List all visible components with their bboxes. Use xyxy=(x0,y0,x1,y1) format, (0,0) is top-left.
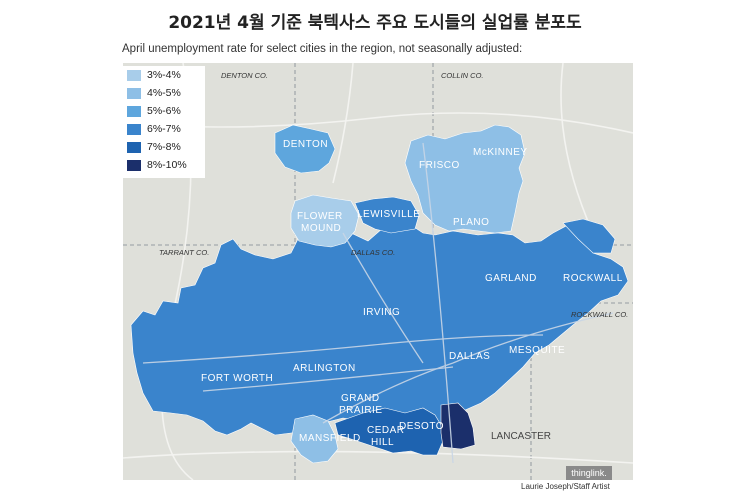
county-label-tarrant: TARRANT CO. xyxy=(159,248,209,257)
county-label-denton: DENTON CO. xyxy=(221,71,268,80)
county-label-collin: COLLIN CO. xyxy=(441,71,484,80)
legend-swatch-6-7 xyxy=(127,123,141,135)
city-label-denton: DENTON xyxy=(283,139,328,150)
city-label-lancaster: LANCASTER xyxy=(491,431,551,442)
legend-label: 7%-8% xyxy=(147,141,181,153)
city-label-mckinney: McKINNEY xyxy=(473,147,528,158)
legend-swatch-5-6 xyxy=(127,105,141,117)
page-title: 2021년 4월 기준 북텍사스 주요 도시들의 실업률 분포도 xyxy=(168,13,582,33)
city-label-fort-worth: FORT WORTH xyxy=(201,373,273,384)
highways xyxy=(142,142,614,464)
county-label-dallas: DALLAS CO. xyxy=(351,248,395,257)
map-subtitle: April unemployment rate for select citie… xyxy=(122,43,523,55)
legend-item: 5%-6% xyxy=(127,104,181,118)
city-label-grand-prairie-2: PRAIRIE xyxy=(339,405,383,416)
region-grandprairie-cedarhill xyxy=(334,407,444,456)
region-lewisville xyxy=(354,196,420,234)
legend-swatch-8-10 xyxy=(127,159,141,171)
city-label-garland: GARLAND xyxy=(485,273,537,284)
region-mansfield xyxy=(290,414,339,464)
region-rockwall xyxy=(562,218,616,254)
region-dallas-fortworth xyxy=(130,214,629,436)
thinglink-watermark[interactable]: thinglink. xyxy=(566,466,612,480)
unemployment-map[interactable]: DENTON CO. COLLIN CO. TARRANT CO. DALLAS… xyxy=(123,63,633,480)
legend-swatch-7-8 xyxy=(127,141,141,153)
legend-item: 4%-5% xyxy=(127,86,181,100)
legend-label: 8%-10% xyxy=(147,159,187,171)
legend-label: 4%-5% xyxy=(147,87,181,99)
legend-item: 8%-10% xyxy=(127,158,187,172)
city-label-flower-mound-1: FLOWER xyxy=(297,211,343,222)
city-label-mansfield: MANSFIELD xyxy=(299,433,361,444)
city-label-rockwall: ROCKWALL xyxy=(563,273,623,284)
map-legend: 3%-4% 4%-5% 5%-6% 6%-7% 7%-8% 8%-10% xyxy=(123,66,205,178)
legend-item: 3%-4% xyxy=(127,68,181,82)
region-denton xyxy=(274,124,336,174)
artist-credit: Laurie Joseph/Staff Artist xyxy=(521,482,610,491)
legend-item: 7%-8% xyxy=(127,140,181,154)
legend-label: 5%-6% xyxy=(147,105,181,117)
legend-label: 6%-7% xyxy=(147,123,181,135)
region-plano-frisco-mckinney xyxy=(404,124,526,234)
city-label-mesquite: MESQUITE xyxy=(509,345,565,356)
legend-swatch-3-4 xyxy=(127,69,141,81)
city-label-flower-mound-2: MOUND xyxy=(301,223,341,234)
city-label-desoto: DESOTO xyxy=(399,421,444,432)
legend-item: 6%-7% xyxy=(127,122,181,136)
city-label-grand-prairie-1: GRAND xyxy=(341,393,380,404)
city-label-cedar-hill-2: HILL xyxy=(371,437,394,448)
legend-label: 3%-4% xyxy=(147,69,181,81)
region-flower-mound xyxy=(290,194,360,248)
county-label-rockwall: ROCKWALL CO. xyxy=(571,310,628,319)
city-label-dallas: DALLAS xyxy=(449,351,490,362)
legend-swatch-4-5 xyxy=(127,87,141,99)
city-label-lewisville: LEWISVILLE xyxy=(357,209,420,220)
city-label-irving: IRVING xyxy=(363,307,400,318)
city-label-arlington: ARLINGTON xyxy=(293,363,356,374)
city-label-cedar-hill-1: CEDAR xyxy=(367,425,405,436)
city-label-plano: PLANO xyxy=(453,217,489,228)
city-label-frisco: FRISCO xyxy=(419,160,460,171)
